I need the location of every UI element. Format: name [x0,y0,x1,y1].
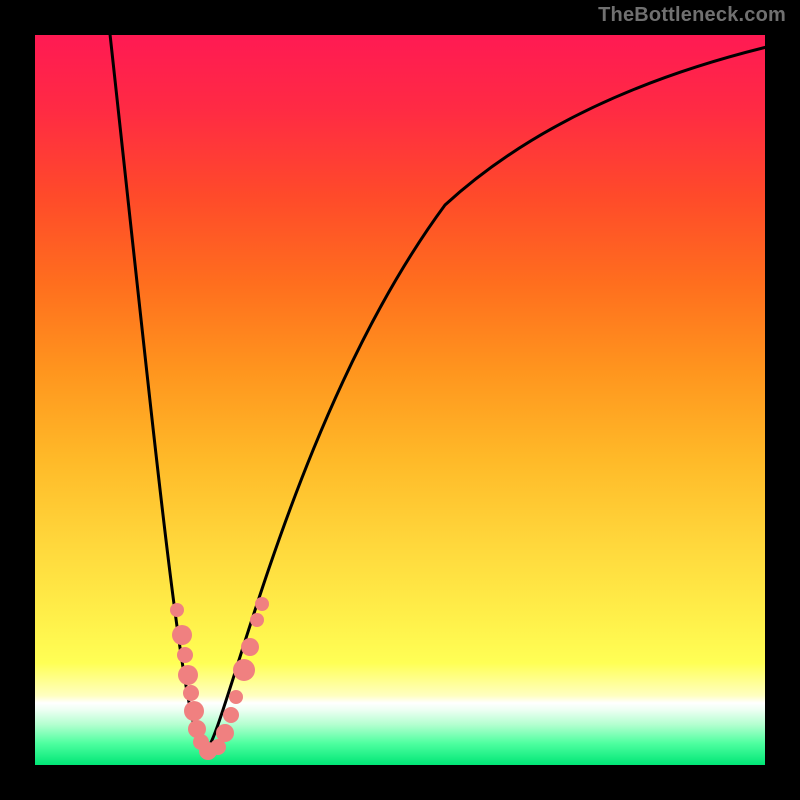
bead-point [233,659,255,681]
bead-point [216,724,234,742]
bead-point [223,707,239,723]
bead-point [170,603,184,617]
bead-point [184,701,204,721]
plot-background [35,35,765,765]
bottleneck-curve-chart [0,0,800,800]
bead-point [177,647,193,663]
bead-point [178,665,198,685]
bead-point [250,613,264,627]
bead-point [183,685,199,701]
bead-point [172,625,192,645]
bead-point [241,638,259,656]
bead-point [229,690,243,704]
watermark-text: TheBottleneck.com [598,4,786,27]
chart-canvas: TheBottleneck.com [0,0,800,800]
bead-point [255,597,269,611]
